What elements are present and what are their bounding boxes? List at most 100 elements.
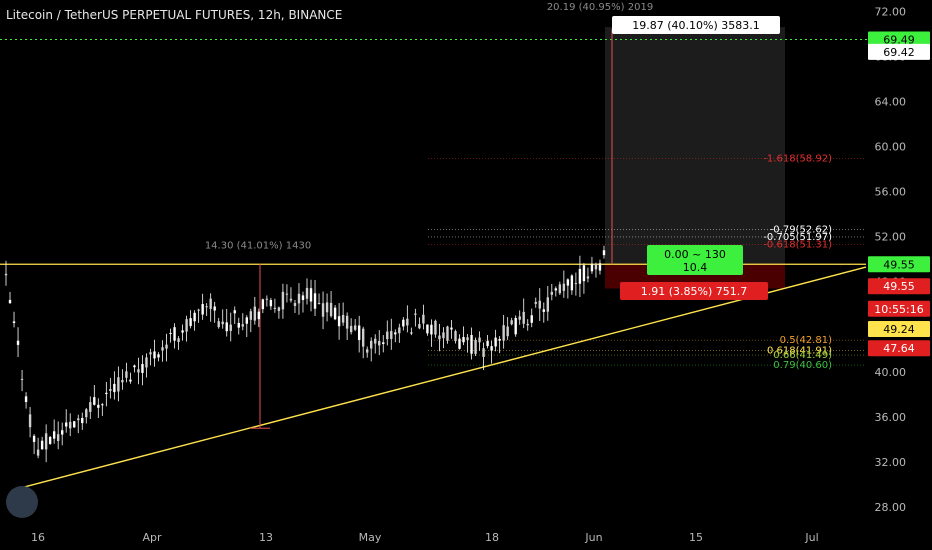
- candle-body: [574, 283, 578, 285]
- candle-body: [578, 268, 582, 284]
- candle-body: [77, 418, 80, 421]
- candle-body: [410, 332, 413, 334]
- candle-body: [305, 287, 309, 299]
- candle-body: [52, 431, 56, 439]
- candle-body: [157, 354, 160, 358]
- y-tick-label: 32.00: [875, 456, 907, 469]
- price-label-text: 10:55:16: [874, 303, 923, 316]
- candle-body: [97, 404, 100, 408]
- x-tick-label: 18: [485, 531, 499, 544]
- candle-body: [85, 409, 88, 418]
- candle-body: [93, 397, 96, 405]
- chart-annotation: 0.5(42.81): [780, 335, 832, 346]
- candle-body: [44, 433, 48, 450]
- candle-body: [442, 332, 445, 339]
- candle-body: [526, 323, 529, 326]
- candle-body: [209, 298, 212, 309]
- candle-body: [333, 307, 337, 320]
- support-trendline: [11, 266, 867, 491]
- price-label-text: 69.49: [883, 34, 915, 47]
- candle-body: [16, 340, 20, 345]
- candle-body: [426, 324, 429, 334]
- candle-body: [534, 301, 537, 304]
- candle-body: [454, 331, 457, 342]
- candle-body: [125, 371, 128, 378]
- candle-body: [89, 402, 92, 412]
- price-label-text: 49.55: [883, 258, 915, 271]
- candle-body: [361, 328, 365, 347]
- candle-body: [201, 304, 204, 315]
- y-tick-label: 64.00: [875, 95, 907, 108]
- candle-body: [221, 321, 224, 325]
- chart-annotation: 20.19 (40.95%) 2019: [547, 2, 653, 13]
- candle-body: [317, 302, 321, 304]
- candle-body: [598, 263, 602, 271]
- candle-body: [430, 324, 433, 335]
- candle-body: [177, 338, 180, 343]
- candle-body: [32, 435, 36, 442]
- candle-body: [161, 347, 164, 351]
- candle-body: [474, 339, 477, 354]
- candle-body: [153, 351, 156, 359]
- candle-body: [253, 306, 257, 321]
- chart-annotation: -0.79(52.62): [770, 225, 832, 236]
- x-tick-label: Jun: [584, 531, 602, 544]
- candle-body: [438, 335, 441, 340]
- candle-body: [24, 396, 28, 402]
- price-label-text: 69.42: [883, 46, 915, 59]
- x-tick-label: Jul: [804, 531, 818, 544]
- candle-body: [566, 279, 570, 286]
- candle-body: [249, 311, 253, 320]
- loss-box: [620, 282, 768, 300]
- candle-body: [586, 276, 590, 279]
- candle-body: [73, 421, 76, 428]
- measure-box: [612, 16, 780, 34]
- candle-body: [81, 417, 84, 424]
- price-label: [868, 340, 930, 357]
- candle-body: [434, 320, 437, 335]
- price-label: [868, 256, 930, 273]
- candle-body: [113, 383, 116, 393]
- candle-body: [205, 306, 208, 308]
- tradingview-logo-icon[interactable]: [6, 486, 38, 518]
- candle-body: [325, 302, 329, 313]
- candle-body: [321, 303, 325, 317]
- candle-body: [20, 378, 24, 380]
- candle-body: [594, 263, 598, 270]
- candle-body: [265, 298, 269, 300]
- price-label: [868, 43, 930, 60]
- x-tick-label: Apr: [142, 531, 162, 544]
- candle-body: [4, 273, 8, 276]
- chart-annotation: 0.618(41.91): [767, 345, 832, 356]
- chart-annotation: 0.66(41.49): [773, 350, 832, 361]
- candle-body: [518, 316, 521, 320]
- candle-body: [277, 307, 281, 311]
- candle-body: [273, 307, 277, 309]
- candle-body: [386, 331, 389, 340]
- candle-body: [558, 284, 562, 294]
- candle-body: [502, 325, 505, 341]
- candle-body: [189, 318, 192, 327]
- risk-box-text: 0.00 ~ 130: [664, 248, 726, 261]
- candle-body: [309, 288, 313, 302]
- candle-body: [229, 324, 232, 331]
- candle-body: [141, 364, 144, 373]
- candle-body: [293, 303, 297, 306]
- chart-annotation: 14.30 (41.01%) 1430: [205, 241, 311, 252]
- candle-body: [466, 337, 469, 341]
- candle-body: [117, 377, 120, 392]
- candle-body: [506, 326, 509, 337]
- x-tick-label: May: [359, 531, 382, 544]
- candle-body: [514, 317, 517, 335]
- candle-body: [482, 348, 485, 357]
- loss-box-text: 1.91 (3.85%) 751.7: [641, 285, 748, 298]
- candle-body: [458, 338, 461, 349]
- y-tick-label: 60.00: [875, 140, 907, 153]
- candle-body: [28, 414, 32, 428]
- candle-body: [582, 265, 586, 282]
- chart-annotation: -1.618(58.92): [763, 154, 832, 165]
- candle-body: [570, 275, 574, 291]
- candle-body: [522, 311, 525, 324]
- candle-body: [149, 352, 152, 355]
